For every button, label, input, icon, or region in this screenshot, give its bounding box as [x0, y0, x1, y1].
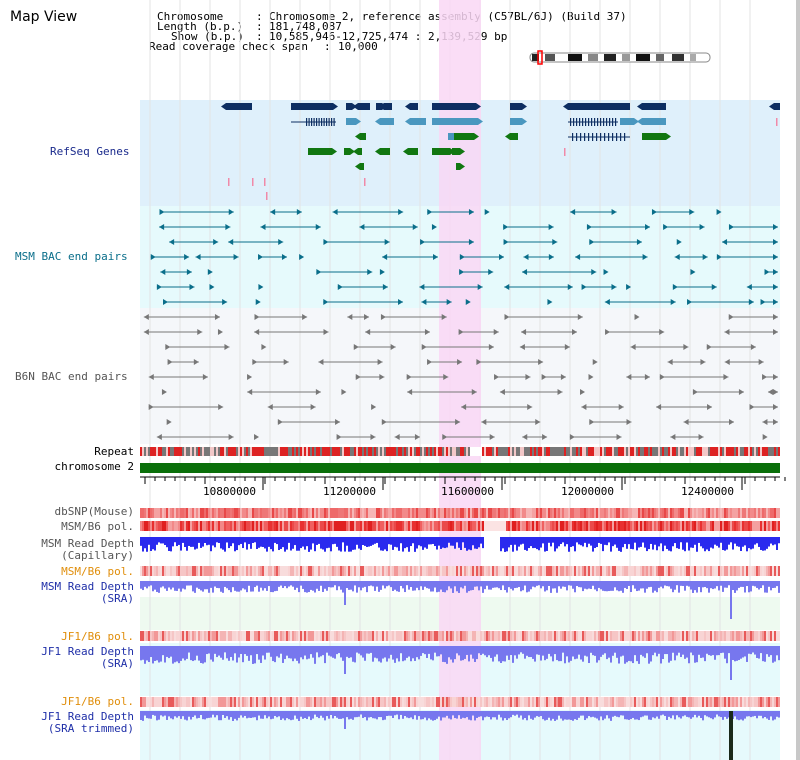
repeat-track: [140, 447, 780, 456]
chromosome-bar: [140, 463, 780, 473]
track-label-msm-b6-pol-2: MSM/B6 pol.: [61, 565, 134, 578]
ruler-tick-label: 11200000: [323, 485, 376, 498]
ruler-tick-label: 12000000: [561, 485, 614, 498]
header-colon: :: [256, 20, 263, 33]
header-coverage-label: Read coverage check span: [149, 40, 308, 53]
track-label-jf1-b6-pol-2: JF1/B6 pol.: [61, 695, 134, 708]
track-label-msm-depth-cap-sub: (Capillary): [61, 549, 134, 562]
track-label-refseq[interactable]: RefSeq Genes: [50, 145, 130, 158]
header-show-label: Show (b.p.): [171, 30, 244, 43]
header-colon: :: [256, 30, 263, 43]
track-label-jf1-depth-sra: JF1 Read Depth: [41, 645, 134, 658]
b6n-bac-end-pairs-track: [143, 314, 778, 440]
page-title: Map View: [10, 9, 78, 25]
header-coverage-value: 10,000: [338, 40, 378, 53]
track-label-msm-depth-sra-sub: (SRA): [100, 592, 134, 605]
track-label-dbsnp: dbSNP(Mouse): [54, 505, 134, 518]
ruler-tick-label: 12400000: [681, 485, 734, 498]
track-label-msm-depth-sra: MSM Read Depth: [41, 580, 134, 593]
ruler-tick-label: 10800000: [203, 485, 256, 498]
track-label-jf1-depth-trim: JF1 Read Depth: [41, 710, 134, 723]
right-frame: [796, 0, 800, 760]
header-chromosome-label: Chromosome: [157, 10, 224, 23]
track-label-msm-depth-cap: MSM Read Depth: [41, 537, 134, 550]
coordinate-ruler: [140, 476, 786, 490]
header-length-value: 181,748,087: [269, 20, 342, 33]
track-label-msm-bac[interactable]: MSM BAC end pairs: [15, 250, 128, 263]
track-label-jf1-depth-sra-sub: (SRA): [100, 657, 134, 670]
polymorphism-heat-tracks: [140, 508, 780, 707]
track-label-jf1-b6-pol: JF1/B6 pol.: [61, 630, 134, 643]
track-label-msm-b6-pol: MSM/B6 pol.: [61, 520, 134, 533]
read-depth-tracks: [140, 537, 780, 760]
track-label-repeat: Repeat: [94, 445, 134, 458]
chromosome-ideogram: [529, 50, 711, 65]
track-label-b6n-bac[interactable]: B6N BAC end pairs: [15, 370, 128, 383]
refseq-genes-track: [221, 103, 780, 200]
track-label-jf1-depth-trim-sub: (SRA trimmed): [47, 722, 134, 735]
header-colon: :: [256, 10, 263, 23]
header-colon: :: [324, 40, 331, 53]
ruler-tick-label: 11600000: [441, 485, 494, 498]
track-label-chromosome: chromosome 2: [54, 460, 134, 473]
msm-bac-end-pairs-track: [150, 209, 778, 305]
header-length-label: Length (b.p.): [157, 20, 244, 33]
